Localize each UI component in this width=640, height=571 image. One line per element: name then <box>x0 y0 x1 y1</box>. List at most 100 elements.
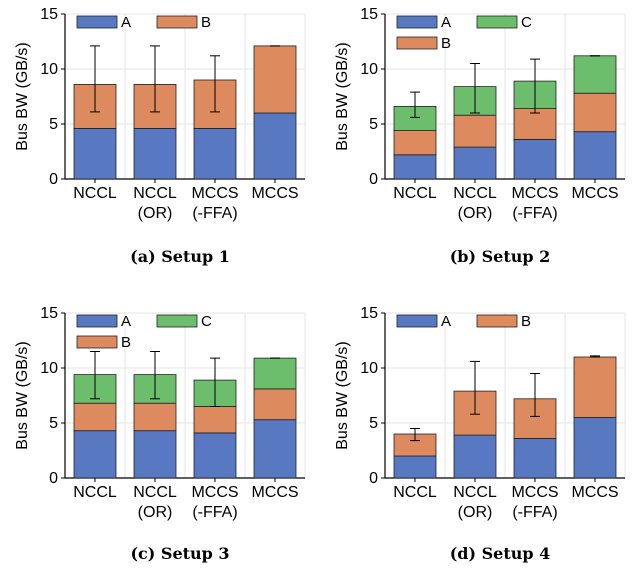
legend-label-B: B <box>121 334 131 351</box>
y-tick-label: 5 <box>369 415 378 432</box>
y-tick-label: 0 <box>369 470 378 487</box>
bar-A <box>133 430 177 479</box>
bar-B <box>73 402 117 432</box>
x-tick-label: MCCS <box>251 185 298 202</box>
bar-A <box>253 419 297 479</box>
x-tick-label-line: (-FFA) <box>192 504 237 521</box>
y-tick-label: 5 <box>49 415 58 432</box>
bar-A <box>253 112 297 180</box>
y-axis-label: Bus BW (GB/s) <box>334 42 351 150</box>
x-tick-label-line: NCCL <box>393 185 437 202</box>
y-axis-label: Bus BW (GB/s) <box>14 42 31 150</box>
x-tick-label: MCCS <box>571 185 618 202</box>
y-tick-label: 0 <box>369 171 378 188</box>
bar-A <box>193 127 237 180</box>
legend-label-C: C <box>521 14 532 31</box>
panel-caption: (b) Setup 2 <box>450 247 551 266</box>
x-tick-label: MCCS <box>571 484 618 501</box>
legend-swatch-C <box>156 314 198 328</box>
legend-swatch-B <box>156 15 198 29</box>
x-tick-label-line: NCCL <box>453 185 497 202</box>
error-bar <box>470 63 480 114</box>
bar-B <box>393 130 437 156</box>
legend-label-A: A <box>441 14 451 31</box>
bar-C <box>253 357 297 390</box>
bar-A <box>73 127 117 180</box>
y-tick-label: 15 <box>360 305 378 322</box>
chart-panel-4: 0 5 10 15 Bus BW (GB/s) NCCL NCCL (OR) MCCS (-FFA… <box>334 305 626 563</box>
x-tick-label-line: MCCS <box>571 185 618 202</box>
legend-swatch-B <box>76 335 118 349</box>
legend-label-B: B <box>201 14 211 31</box>
y-tick-label: 5 <box>49 116 58 133</box>
bar-A <box>573 131 617 180</box>
x-tick-label-line: MCCS <box>511 484 558 501</box>
y-axis-label: Bus BW (GB/s) <box>334 341 351 449</box>
x-tick-label-line: MCCS <box>251 185 298 202</box>
y-tick-label: 5 <box>369 116 378 133</box>
legend-swatch-A <box>396 314 438 328</box>
x-tick-label-line: NCCL <box>73 484 117 501</box>
bar-A <box>393 455 437 479</box>
x-tick-label-line: MCCS <box>191 185 238 202</box>
x-tick-label-line: NCCL <box>73 185 117 202</box>
legend-label-A: A <box>441 313 451 330</box>
x-tick-label-line: (OR) <box>458 205 493 222</box>
bar-A <box>513 437 557 479</box>
bar-B <box>453 114 497 148</box>
x-tick-label-line: MCCS <box>251 484 298 501</box>
panel-caption: (c) Setup 3 <box>130 544 229 563</box>
x-tick-label: MCCS (-FFA) <box>511 185 558 222</box>
bar-B <box>513 108 557 140</box>
y-tick-label: 0 <box>49 171 58 188</box>
x-tick-label: NCCL <box>393 484 437 501</box>
bar-B <box>193 406 237 434</box>
error-bar <box>530 58 540 114</box>
legend-label-B: B <box>521 313 531 330</box>
bar-C <box>573 55 617 94</box>
legend-label-B: B <box>441 35 451 52</box>
legend-label-A: A <box>121 313 131 330</box>
x-tick-label: MCCS (-FFA) <box>511 484 558 521</box>
y-tick-label: 10 <box>360 61 378 78</box>
error-bar <box>410 428 420 442</box>
legend-label-C: C <box>201 313 212 330</box>
x-tick-label-line: (-FFA) <box>512 504 557 521</box>
legend-swatch-A <box>76 314 118 328</box>
y-tick-label: 10 <box>40 61 58 78</box>
x-tick-label-line: (-FFA) <box>192 205 237 222</box>
x-tick-label-line: MCCS <box>571 484 618 501</box>
legend-label-A: A <box>121 14 131 31</box>
bar-A <box>453 434 497 479</box>
bar-A <box>393 154 437 180</box>
x-tick-label: NCCL <box>73 484 117 501</box>
x-tick-label-line: MCCS <box>511 185 558 202</box>
legend: AB C <box>76 313 212 351</box>
x-tick-label-line: (OR) <box>138 205 173 222</box>
y-tick-label: 0 <box>49 470 58 487</box>
bar-A <box>193 432 237 479</box>
bar-B <box>133 402 177 432</box>
error-bar <box>90 45 100 113</box>
error-bar <box>590 355 600 358</box>
error-bar <box>530 373 540 417</box>
x-tick-label-line: MCCS <box>191 484 238 501</box>
y-tick-label: 15 <box>40 6 58 23</box>
y-tick-label: 10 <box>360 360 378 377</box>
legend-swatch-C <box>476 15 518 29</box>
error-bar <box>90 351 100 400</box>
x-tick-label: MCCS (-FFA) <box>191 484 238 521</box>
x-tick-label: NCCL <box>73 185 117 202</box>
x-tick-label: NCCL (OR) <box>453 185 497 222</box>
x-tick-label: MCCS (-FFA) <box>191 185 238 222</box>
x-tick-label-line: NCCL <box>393 484 437 501</box>
chart-panel-3: 0 5 10 15 Bus BW (GB/s) NCCL NCCL (OR) MCCS (-FFA… <box>14 305 306 563</box>
bar-A <box>133 127 177 180</box>
bar-A <box>73 430 117 479</box>
legend-swatch-B <box>396 36 438 50</box>
bar-B <box>573 356 617 418</box>
error-bar <box>150 45 160 113</box>
